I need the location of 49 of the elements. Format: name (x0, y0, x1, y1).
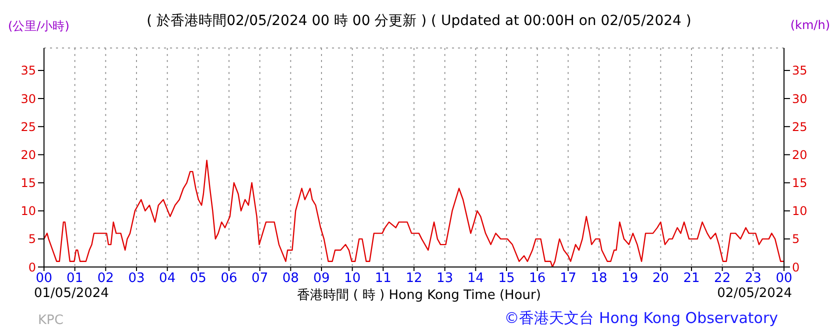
x-tick-label: 01 (66, 271, 84, 286)
x-axis-title: 香港時間 ( 時 ) Hong Kong Time (Hour) (297, 288, 541, 303)
y2-axis-title: (km/h) (790, 18, 830, 32)
y2-tick-label: 20 (792, 148, 808, 162)
x-tick-label: 15 (498, 271, 515, 286)
x-tick-label: 17 (560, 271, 576, 286)
x-tick-label: 08 (282, 271, 299, 286)
x-tick-label: 07 (252, 271, 268, 286)
x-tick-label: 14 (467, 271, 484, 286)
text: KPC (38, 313, 64, 328)
x-tick-label: 06 (220, 271, 238, 286)
y2-tick-label: 0 (792, 260, 800, 274)
x-tick-label: 10 (344, 271, 361, 286)
y-tick-label: 10 (20, 204, 36, 218)
x-tick-label: 00 (36, 271, 52, 286)
y-tick-label: 35 (20, 64, 36, 78)
x-tick-label: 20 (652, 271, 669, 286)
x-tick-label: 04 (159, 271, 176, 286)
y2-tick-label: 15 (792, 176, 808, 190)
y2-tick-label: 35 (792, 64, 808, 78)
y2-tick-label: 5 (792, 232, 800, 246)
chart-title: ( 於香港時間02/05/2024 00 時 00 分更新 ) ( Updated at 00:00H on 02/05/2024 ) (146, 13, 692, 29)
y-tick-label: 5 (28, 232, 36, 246)
x-tick-label: 05 (190, 271, 206, 286)
y2-tick-label: 30 (792, 92, 808, 106)
x-tick-label: 12 (406, 271, 422, 286)
x-tick-label: 09 (313, 271, 330, 286)
y2-tick-label: 10 (792, 204, 808, 218)
y-tick-label: 15 (20, 176, 36, 190)
x-tick-label: 22 (714, 271, 731, 286)
text: 02/05/2024 (717, 286, 792, 301)
x-tick-label: 16 (529, 271, 546, 286)
x-tick-label: 19 (622, 271, 638, 286)
x-tick-label: 03 (128, 271, 145, 286)
text: ©香港天文台 Hong Kong Observatory (504, 309, 778, 328)
y-tick-label: 25 (20, 120, 36, 134)
y-tick-label: 20 (20, 148, 36, 162)
x-tick-label: 18 (590, 271, 608, 286)
y-tick-label: 30 (20, 92, 36, 106)
x-tick-label: 21 (683, 271, 700, 286)
x-tick-label: 11 (374, 271, 392, 286)
y-axis-title: (公里/小時) (8, 18, 70, 35)
x-tick-label: 02 (97, 271, 114, 286)
y2-tick-label: 25 (792, 120, 808, 134)
x-tick-label: 23 (744, 271, 762, 286)
x-tick-label: 00 (776, 271, 792, 286)
x-tick-label: 13 (436, 271, 454, 286)
y-tick-label: 0 (28, 260, 36, 274)
text: 01/05/2024 (34, 286, 109, 301)
